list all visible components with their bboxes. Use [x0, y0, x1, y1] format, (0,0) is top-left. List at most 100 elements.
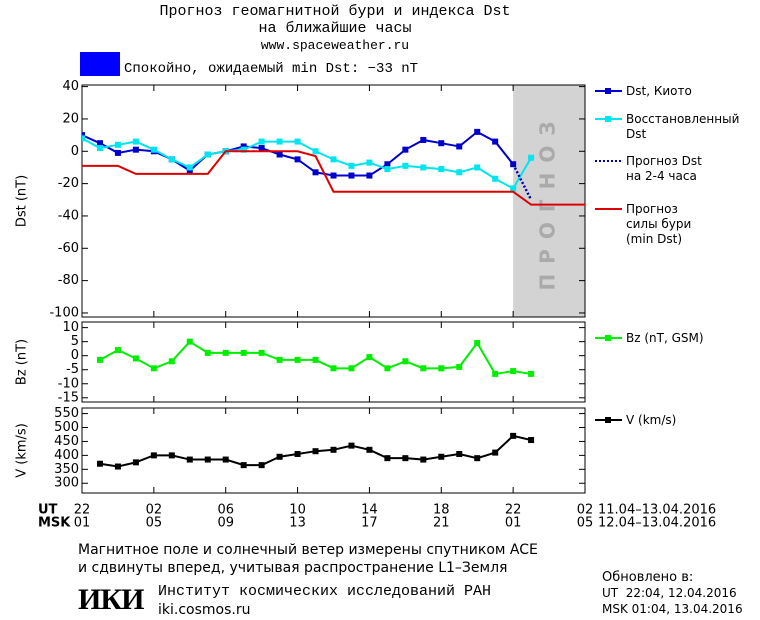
data-point — [528, 154, 535, 161]
y-tick-label: 40 — [62, 79, 79, 94]
data-point — [168, 452, 175, 459]
title-line: на ближайшие часы — [258, 20, 412, 37]
data-point — [384, 365, 391, 372]
data-point — [492, 138, 499, 145]
y-tick-label: -15 — [58, 390, 79, 405]
data-point — [420, 164, 427, 171]
x-range-label: 11.04–13.04.2016 — [598, 503, 716, 518]
data-point — [150, 146, 157, 153]
y-tick-label: 400 — [54, 448, 79, 463]
legend-marker — [605, 417, 611, 423]
y-tick-label: 550 — [54, 406, 79, 421]
note-line: Магнитное поле и солнечный ветер измерен… — [78, 542, 538, 558]
legend-label: Прогноз Dst на 2-4 часа — [626, 154, 702, 183]
data-point — [96, 140, 103, 147]
data-point — [186, 164, 193, 171]
data-point — [258, 145, 265, 152]
x-tick-label: 05 — [146, 516, 163, 531]
y-tick-label: 0 — [71, 348, 79, 363]
data-point — [114, 347, 121, 354]
data-point — [258, 462, 265, 469]
data-point — [186, 456, 193, 463]
data-point — [204, 151, 211, 158]
x-axis-label: MSK — [38, 516, 71, 531]
data-point — [82, 132, 85, 139]
data-point — [312, 169, 319, 176]
data-point — [276, 453, 283, 460]
data-point — [312, 448, 319, 455]
plot-area — [96, 432, 535, 470]
note-line: и сдвинуты вперед, учитывая распростране… — [78, 560, 508, 576]
data-point — [114, 149, 121, 156]
logo: ИКИ — [78, 583, 144, 616]
y-axis-label: V (km/s) — [15, 423, 30, 478]
x-axis-label: UT — [38, 503, 58, 518]
data-point — [330, 446, 337, 453]
data-point — [510, 432, 517, 439]
y-tick-label: 300 — [54, 476, 79, 491]
data-point — [240, 146, 247, 153]
plot-frame — [81, 321, 586, 403]
x-tick-label: 06 — [217, 503, 234, 518]
data-point — [258, 138, 265, 145]
data-point — [204, 349, 211, 356]
x-tick-label: 09 — [217, 516, 234, 531]
data-point — [438, 453, 445, 460]
y-tick-label: -40 — [58, 208, 79, 223]
data-point — [132, 138, 139, 145]
data-point — [294, 138, 301, 145]
data-point — [186, 167, 193, 174]
data-point — [312, 356, 319, 363]
data-point — [276, 356, 283, 363]
site: iki.cosmos.ru — [158, 602, 251, 618]
data-point — [168, 358, 175, 365]
x-tick-label: 14 — [361, 503, 378, 518]
data-point — [420, 136, 427, 143]
data-point — [294, 356, 301, 363]
data-point — [240, 462, 247, 469]
y-tick-label: 20 — [62, 111, 79, 126]
data-point — [438, 166, 445, 173]
data-point — [474, 340, 481, 347]
y-tick-label: 10 — [62, 320, 79, 335]
updated-title: Обновлено в: — [602, 570, 694, 585]
data-point — [96, 356, 103, 363]
y-axis-label: Dst (nT) — [15, 175, 30, 227]
institute: Институт космических исследований РАН — [158, 583, 492, 600]
x-tick-label: 13 — [289, 516, 306, 531]
y-tick-label: -10 — [58, 376, 79, 391]
data-point — [510, 185, 517, 192]
plot-frame — [81, 84, 586, 318]
y-tick-label: -60 — [58, 241, 79, 256]
data-point — [384, 161, 391, 168]
legend-marker — [605, 335, 611, 341]
data-point — [168, 156, 175, 163]
data-point — [456, 169, 463, 176]
x-range-label: 12.04–13.04.2016 — [598, 516, 716, 531]
data-point — [186, 338, 193, 345]
data-point — [510, 368, 517, 375]
x-tick-label: 01 — [74, 516, 91, 531]
data-point — [384, 455, 391, 462]
data-point — [132, 459, 139, 466]
data-point — [528, 370, 535, 377]
y-tick-label: 5 — [71, 334, 79, 349]
y-axis-label: Bz (nT) — [15, 339, 30, 385]
status: Спокойно, ожидаемый min Dst: −33 nT — [124, 61, 419, 77]
data-point — [348, 442, 355, 449]
data-point — [420, 365, 427, 372]
data-point — [258, 349, 265, 356]
data-point — [402, 358, 409, 365]
data-point — [132, 355, 139, 362]
data-point — [222, 456, 229, 463]
data-point — [240, 349, 247, 356]
data-point — [492, 449, 499, 456]
y-tick-label: 500 — [54, 420, 79, 435]
series-line — [82, 150, 585, 206]
series-line — [512, 163, 533, 201]
y-tick-label: -80 — [58, 273, 79, 288]
data-point — [276, 151, 283, 158]
data-point — [114, 463, 121, 470]
data-point — [132, 146, 139, 153]
data-point — [456, 450, 463, 457]
